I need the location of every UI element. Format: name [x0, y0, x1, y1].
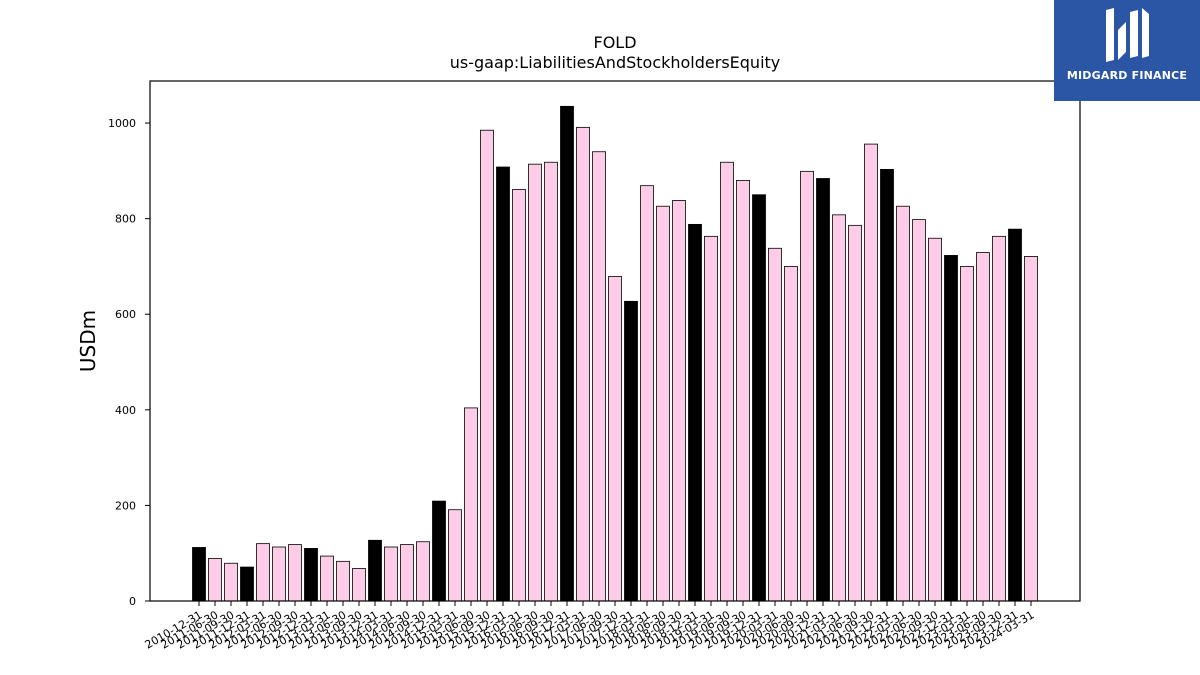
bar-2019-12-31	[752, 194, 766, 602]
chart-title: FOLD	[593, 33, 636, 52]
bar-2020-09-30	[800, 170, 814, 602]
bar-2021-06-30	[848, 224, 862, 602]
bar-2015-12-31	[496, 166, 510, 602]
bar-2016-09-30	[544, 161, 558, 602]
bar-2013-06-30	[336, 560, 350, 602]
bar-2014-12-31	[432, 500, 446, 602]
bar-2020-03-31	[768, 247, 782, 602]
y-tick-label: 600	[115, 308, 136, 321]
bar-2015-03-31	[448, 509, 462, 602]
bar-2023-06-30	[976, 252, 990, 602]
bar-2023-09-30	[992, 235, 1006, 602]
bar-2016-03-31	[512, 189, 526, 602]
chart-subtitle: us-gaap:LiabilitiesAndStockholdersEquity	[450, 53, 781, 72]
bar-2017-09-30	[608, 276, 622, 602]
logo-text: MIDGARD FINANCE	[1066, 69, 1188, 82]
bar-2018-12-31	[688, 223, 702, 602]
bar-2012-09-30	[288, 544, 302, 602]
bar-2018-06-30	[656, 205, 670, 602]
bar-2021-12-31	[880, 169, 894, 602]
bar-2012-03-31	[256, 543, 270, 602]
plot-frame	[149, 80, 1081, 602]
bar-2016-06-30	[528, 163, 542, 602]
brand-logo: MIDGARD FINANCE	[1054, 0, 1200, 101]
bar-series	[192, 105, 1038, 602]
bar-2022-12-31	[944, 255, 958, 602]
bar-2011-12-31	[240, 566, 254, 602]
bar-2017-03-31	[576, 126, 590, 602]
y-tick-label: 1000	[108, 117, 136, 130]
midgard-logo-icon	[1106, 8, 1149, 62]
bar-2017-12-31	[624, 300, 638, 602]
bar-2020-06-30	[784, 266, 798, 602]
bar-2014-06-30	[400, 544, 414, 602]
bar-2012-12-31	[304, 548, 318, 602]
bar-2016-12-31	[560, 105, 574, 602]
bar-2019-06-30	[720, 161, 734, 602]
bar-2014-09-30	[416, 541, 430, 602]
bar-2013-03-31	[320, 555, 334, 602]
bar-2011-06-30	[208, 558, 222, 602]
bar-2021-09-30	[864, 143, 878, 602]
y-tick-label: 0	[129, 595, 136, 608]
bar-2021-03-31	[832, 214, 846, 602]
y-axis-label: USDm	[76, 310, 100, 372]
bar-2024-03-31	[1024, 256, 1038, 602]
y-tick-label: 800	[115, 213, 136, 226]
bar-2023-12-31	[1008, 228, 1022, 602]
bar-2023-03-31	[960, 266, 974, 602]
y-axis-ticks: 0 200 400 600 800 1000	[108, 117, 150, 608]
x-axis-ticks: 2010-12-312011-06-302011-09-302011-12-31…	[143, 601, 1037, 652]
bar-2018-09-30	[672, 200, 686, 602]
bar-2019-03-31	[704, 235, 718, 602]
bar-2020-12-31	[816, 178, 830, 602]
bar-2013-12-31	[368, 539, 382, 602]
bar-2018-03-31	[640, 185, 654, 602]
bar-2013-09-30	[352, 568, 366, 602]
bar-2015-09-30	[480, 129, 494, 602]
bar-2015-06-30	[464, 407, 478, 602]
bar-2022-06-30	[912, 219, 926, 602]
bar-2010-12-31	[192, 547, 206, 602]
bar-2019-09-30	[736, 180, 750, 602]
bar-2017-06-30	[592, 151, 606, 602]
bar-2012-06-30	[272, 546, 286, 602]
bar-2011-09-30	[224, 562, 238, 602]
bar-2022-09-30	[928, 237, 942, 602]
bar-2022-03-31	[896, 205, 910, 602]
bar-2014-03-31	[384, 546, 398, 602]
y-tick-label: 400	[115, 404, 136, 417]
y-tick-label: 200	[115, 499, 136, 512]
